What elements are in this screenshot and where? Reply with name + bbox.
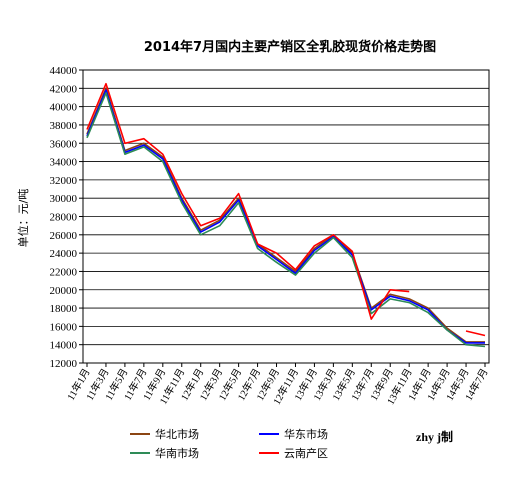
y-tick-label: 16000 bbox=[50, 321, 78, 333]
legend-label: 云南产区 bbox=[284, 446, 328, 460]
grid-lines bbox=[83, 87, 489, 346]
y-axis-ticks: 12000 14000 16000 18000 20000 22000 24000 26000… bbox=[50, 65, 83, 370]
legend-label: 华南市场 bbox=[155, 446, 199, 460]
legend-label: 华东市场 bbox=[284, 427, 328, 441]
y-tick-label: 22000 bbox=[50, 266, 78, 278]
legend-label: 华北市场 bbox=[155, 427, 199, 441]
credit-text: zhy j制 bbox=[416, 429, 453, 444]
y-tick-label: 24000 bbox=[50, 248, 78, 260]
y-tick-label: 44000 bbox=[50, 65, 78, 77]
series-lines bbox=[86, 82, 486, 348]
y-tick-label: 30000 bbox=[50, 193, 78, 205]
y-tick-label: 32000 bbox=[50, 175, 78, 187]
y-tick-label: 12000 bbox=[50, 358, 78, 370]
chart-title: 2014年7月国内主要产销区全乳胶现货价格走势图 bbox=[144, 39, 436, 55]
series-line bbox=[86, 87, 485, 343]
y-axis-label: 单位：元/吨 bbox=[16, 189, 30, 248]
y-tick-label: 36000 bbox=[50, 138, 78, 150]
y-tick-label: 20000 bbox=[50, 285, 78, 297]
series-line bbox=[86, 89, 485, 344]
series-line bbox=[86, 92, 486, 348]
y-tick-label: 26000 bbox=[50, 230, 78, 242]
x-axis-ticks: 11年1月11年3月11年5月11年7月11年9月11年11月12年1月12年3… bbox=[64, 363, 491, 407]
y-tick-label: 40000 bbox=[50, 102, 78, 114]
y-tick-label: 38000 bbox=[50, 120, 78, 132]
y-tick-label: 42000 bbox=[50, 83, 78, 95]
y-tick-label: 18000 bbox=[50, 303, 78, 315]
y-tick-label: 34000 bbox=[50, 157, 78, 169]
y-tick-label: 14000 bbox=[50, 340, 78, 352]
y-tick-label: 28000 bbox=[50, 212, 78, 224]
series-line bbox=[86, 82, 486, 337]
